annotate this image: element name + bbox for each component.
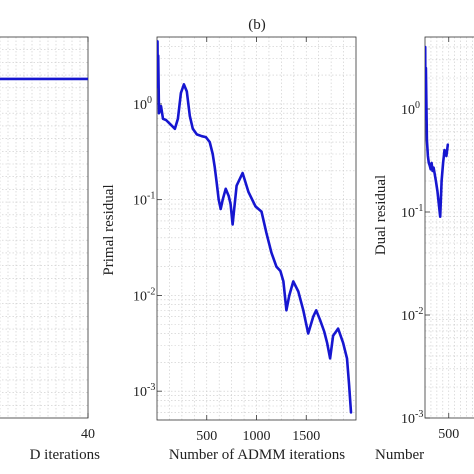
series-line <box>157 40 353 414</box>
grid <box>157 37 356 420</box>
x-tick-label: 500 <box>196 429 217 444</box>
y-tick-base: 10 <box>133 289 147 304</box>
y-tick-label: 10-2 <box>133 286 155 304</box>
y-tick-exponent: -2 <box>147 286 155 297</box>
grid <box>0 37 88 418</box>
y-tick-exponent: -3 <box>415 409 423 420</box>
y-tick-base: 10 <box>401 206 415 221</box>
panel-label: (b) <box>248 17 266 33</box>
y-tick-label: 10-2 <box>401 306 423 324</box>
y-tick-label: 10-1 <box>133 191 155 209</box>
x-axis-label: D iterations <box>30 447 101 463</box>
x-tick-label: 1500 <box>292 429 320 444</box>
panel-a-chart: 40 D iterations <box>0 36 101 463</box>
x-tick-label: 40 <box>81 427 95 442</box>
y-axis-label: Primal residual <box>101 184 117 275</box>
y-tick-exponent: -3 <box>147 382 155 393</box>
y-tick-label: 10-3 <box>133 382 155 400</box>
y-tick-base: 10 <box>133 194 147 209</box>
axes-box <box>424 36 474 419</box>
axes-box <box>0 36 89 419</box>
y-tick-exponent: 0 <box>415 100 420 111</box>
y-tick-label: 100 <box>401 100 420 118</box>
y-axis-label: Dual residual <box>373 175 389 255</box>
y-tick-exponent: 0 <box>147 95 152 106</box>
x-axis-label: Number of ADMM iterations <box>169 447 345 463</box>
series-line <box>425 45 450 218</box>
y-tick-base: 10 <box>401 309 415 324</box>
grid <box>425 37 474 418</box>
x-axis-label: Number <box>375 447 424 463</box>
x-tick-label: 500 <box>438 427 459 442</box>
y-tick-base: 10 <box>401 412 415 427</box>
y-tick-exponent: -1 <box>415 203 423 214</box>
y-tick-base: 10 <box>401 103 415 118</box>
y-tick-base: 10 <box>133 98 147 113</box>
x-tick-label: 1000 <box>243 429 271 444</box>
y-tick-exponent: -1 <box>147 191 155 202</box>
y-tick-exponent: -2 <box>415 306 423 317</box>
y-tick-label: 10-1 <box>401 203 423 221</box>
y-tick-label: 100 <box>133 95 152 113</box>
y-tick-base: 10 <box>133 385 147 400</box>
y-tick-label: 10-3 <box>401 409 423 427</box>
